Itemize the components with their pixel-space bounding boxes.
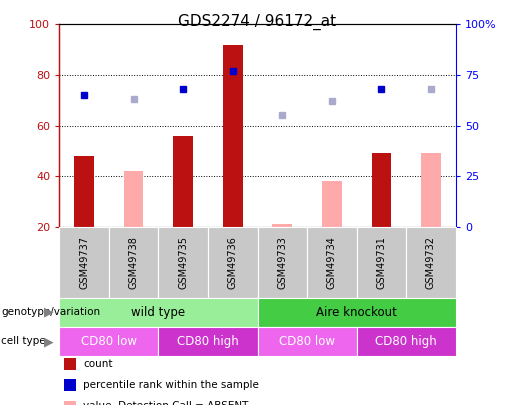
Text: Aire knockout: Aire knockout bbox=[316, 306, 397, 319]
Text: CD80 high: CD80 high bbox=[375, 335, 437, 348]
Text: CD80 low: CD80 low bbox=[81, 335, 137, 348]
Text: cell type: cell type bbox=[1, 337, 46, 346]
Bar bbox=[272, 224, 292, 227]
Bar bbox=[74, 156, 94, 227]
Text: CD80 high: CD80 high bbox=[177, 335, 239, 348]
Bar bbox=[421, 153, 441, 227]
Text: ▶: ▶ bbox=[44, 335, 54, 348]
Text: wild type: wild type bbox=[131, 306, 185, 319]
Bar bbox=[322, 181, 342, 227]
Text: GDS2274 / 96172_at: GDS2274 / 96172_at bbox=[178, 14, 337, 30]
Text: ▶: ▶ bbox=[44, 306, 54, 319]
Bar bbox=[173, 136, 193, 227]
Text: GSM49734: GSM49734 bbox=[327, 236, 337, 289]
Text: GSM49732: GSM49732 bbox=[426, 236, 436, 289]
Bar bbox=[124, 171, 144, 227]
Text: GSM49738: GSM49738 bbox=[129, 236, 139, 289]
Text: percentile rank within the sample: percentile rank within the sample bbox=[83, 380, 260, 390]
Text: GSM49735: GSM49735 bbox=[178, 236, 188, 289]
Text: GSM49736: GSM49736 bbox=[228, 236, 238, 289]
Bar bbox=[223, 45, 243, 227]
Text: GSM49733: GSM49733 bbox=[277, 236, 287, 289]
Text: GSM49737: GSM49737 bbox=[79, 236, 89, 289]
Text: genotype/variation: genotype/variation bbox=[1, 307, 100, 317]
Text: count: count bbox=[83, 359, 113, 369]
Text: GSM49731: GSM49731 bbox=[376, 236, 386, 289]
Text: CD80 low: CD80 low bbox=[279, 335, 335, 348]
Text: value, Detection Call = ABSENT: value, Detection Call = ABSENT bbox=[83, 401, 249, 405]
Bar bbox=[371, 153, 391, 227]
